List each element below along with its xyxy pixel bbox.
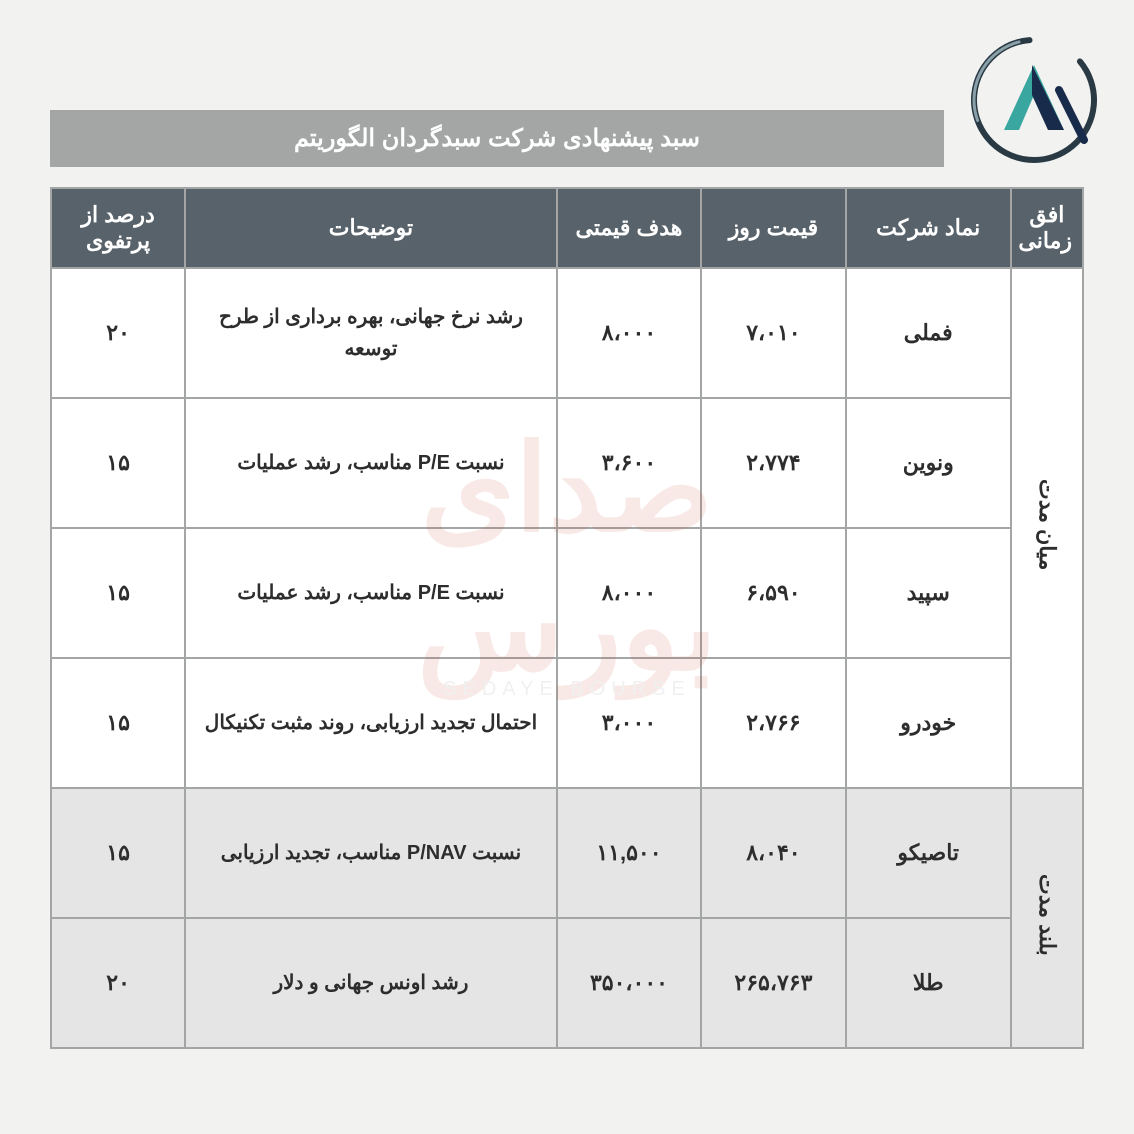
col-price: قیمت روز [701, 188, 845, 268]
table-row: ونوین۲،۷۷۴۳،۶۰۰نسبت P/E مناسب، رشد عملیا… [51, 398, 1083, 528]
price-cell: ۲،۷۷۴ [701, 398, 845, 528]
symbol-cell: تاصیکو [846, 788, 1011, 918]
horizon-label: میان مدت [1034, 479, 1060, 570]
table-row: طلا۲۶۵،۷۶۳۳۵۰،۰۰۰رشد اونس جهانی و دلار۲۰ [51, 918, 1083, 1048]
price-cell: ۲،۷۶۶ [701, 658, 845, 788]
col-target: هدف قیمتی [557, 188, 701, 268]
table-row: بلند مدتتاصیکو۸،۰۴۰۱۱,۵۰۰نسبت P/NAV مناس… [51, 788, 1083, 918]
price-cell: ۸،۰۴۰ [701, 788, 845, 918]
desc-cell: نسبت P/E مناسب، رشد عملیات [185, 528, 557, 658]
percent-cell: ۲۰ [51, 918, 185, 1048]
price-cell: ۶،۵۹۰ [701, 528, 845, 658]
col-desc: توضیحات [185, 188, 557, 268]
symbol-cell: ونوین [846, 398, 1011, 528]
desc-cell: احتمال تجدید ارزیابی، روند مثبت تکنیکال [185, 658, 557, 788]
horizon-label: بلند مدت [1034, 874, 1060, 956]
col-symbol: نماد شرکت [846, 188, 1011, 268]
desc-cell: نسبت P/NAV مناسب، تجدید ارزیابی [185, 788, 557, 918]
target-cell: ۸،۰۰۰ [557, 268, 701, 398]
percent-cell: ۱۵ [51, 658, 185, 788]
horizon-cell: میان مدت [1011, 268, 1083, 788]
percent-cell: ۱۵ [51, 398, 185, 528]
col-horizon: افق زمانی [1011, 188, 1083, 268]
page-title: سبد پیشنهادی شرکت سبدگردان الگوریتم [50, 110, 944, 167]
symbol-cell: خودرو [846, 658, 1011, 788]
horizon-cell: بلند مدت [1011, 788, 1083, 1048]
table-row: خودرو۲،۷۶۶۳،۰۰۰احتمال تجدید ارزیابی، رون… [51, 658, 1083, 788]
desc-cell: رشد اونس جهانی و دلار [185, 918, 557, 1048]
symbol-cell: فملی [846, 268, 1011, 398]
symbol-cell: سپید [846, 528, 1011, 658]
col-percent: درصد از پرتفوی [51, 188, 185, 268]
percent-cell: ۲۰ [51, 268, 185, 398]
table-row: میان مدتفملی۷،۰۱۰۸،۰۰۰رشد نرخ جهانی، بهر… [51, 268, 1083, 398]
table-row: سپید۶،۵۹۰۸،۰۰۰نسبت P/E مناسب، رشد عملیات… [51, 528, 1083, 658]
price-cell: ۷،۰۱۰ [701, 268, 845, 398]
target-cell: ۳۵۰،۰۰۰ [557, 918, 701, 1048]
target-cell: ۱۱,۵۰۰ [557, 788, 701, 918]
percent-cell: ۱۵ [51, 528, 185, 658]
target-cell: ۸،۰۰۰ [557, 528, 701, 658]
target-cell: ۳،۰۰۰ [557, 658, 701, 788]
price-cell: ۲۶۵،۷۶۳ [701, 918, 845, 1048]
portfolio-table: افق زمانی نماد شرکت قیمت روز هدف قیمتی ت… [50, 187, 1084, 1049]
company-logo [964, 30, 1104, 175]
symbol-cell: طلا [846, 918, 1011, 1048]
target-cell: ۳،۶۰۰ [557, 398, 701, 528]
desc-cell: نسبت P/E مناسب، رشد عملیات [185, 398, 557, 528]
table-header-row: افق زمانی نماد شرکت قیمت روز هدف قیمتی ت… [51, 188, 1083, 268]
desc-cell: رشد نرخ جهانی، بهره برداری از طرح توسعه [185, 268, 557, 398]
percent-cell: ۱۵ [51, 788, 185, 918]
